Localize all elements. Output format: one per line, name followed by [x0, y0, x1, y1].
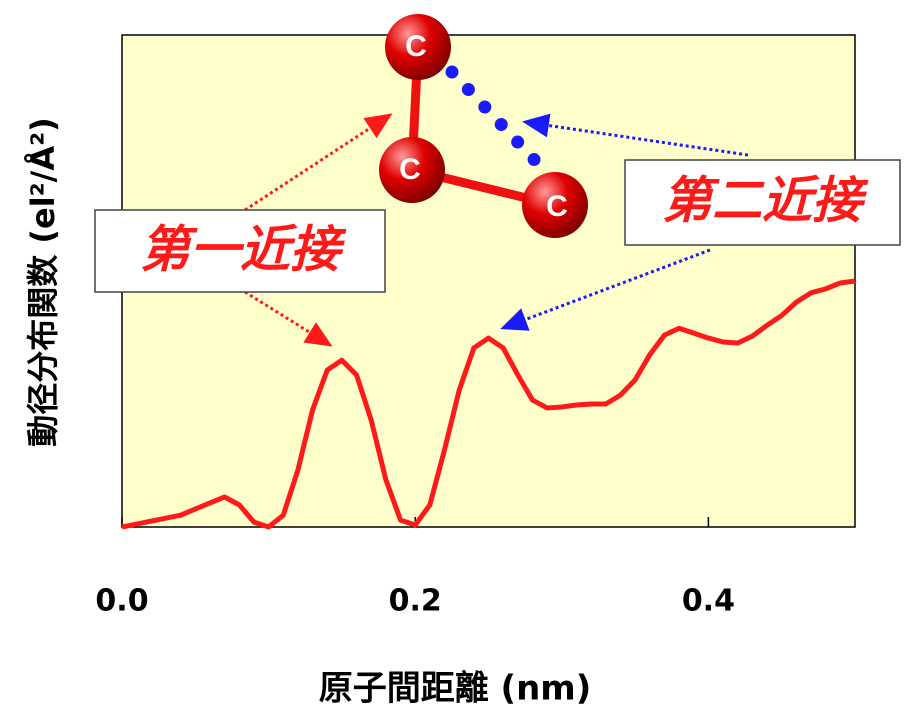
arrow: [244, 113, 393, 212]
x-tick-label: 0.2: [389, 584, 442, 619]
atom: [379, 137, 445, 203]
atom-label: C: [546, 190, 568, 223]
atom-label: C: [399, 153, 421, 186]
x-tick-label: 0.0: [95, 584, 148, 619]
arrow: [244, 290, 333, 347]
annotation: 第二近接: [662, 172, 869, 230]
annotation-box: [94, 209, 386, 293]
atom: [522, 172, 588, 238]
annotation: 第一近接: [140, 221, 347, 279]
annotation-box: [624, 159, 901, 246]
molecule: C C C: [379, 14, 588, 238]
atom: [385, 14, 451, 80]
x-tick-label: 0.4: [682, 584, 735, 619]
arrow: [500, 248, 711, 331]
atom-label: C: [405, 30, 427, 63]
second-neighbor-link: [445, 65, 549, 175]
x-axis-label: 原子間距離 (nm): [319, 669, 592, 709]
data-line: [121, 278, 856, 530]
y-axis-label: 動径分布関数 (el²/Å²): [24, 117, 62, 447]
arrow: [522, 113, 749, 157]
